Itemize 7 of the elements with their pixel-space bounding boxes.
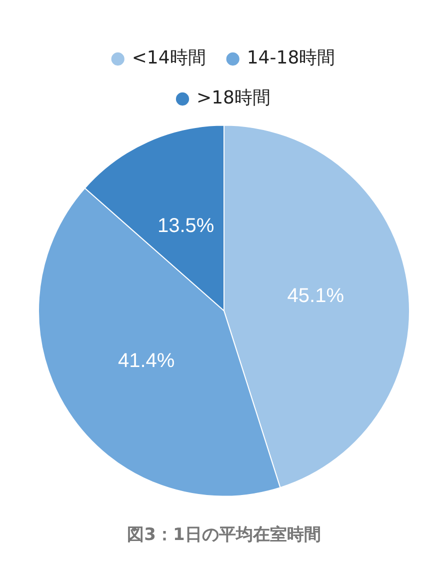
legend-label: 14-18時間: [246, 48, 336, 69]
data-label: 13.5%: [157, 214, 214, 237]
data-label: 45.1%: [287, 285, 344, 308]
legend-label: >18時間: [196, 88, 271, 109]
legend-label: <14時間: [132, 48, 206, 69]
text: 図3：1日の平均在室時間: [127, 525, 321, 546]
data-label: 41.4%: [118, 350, 175, 372]
